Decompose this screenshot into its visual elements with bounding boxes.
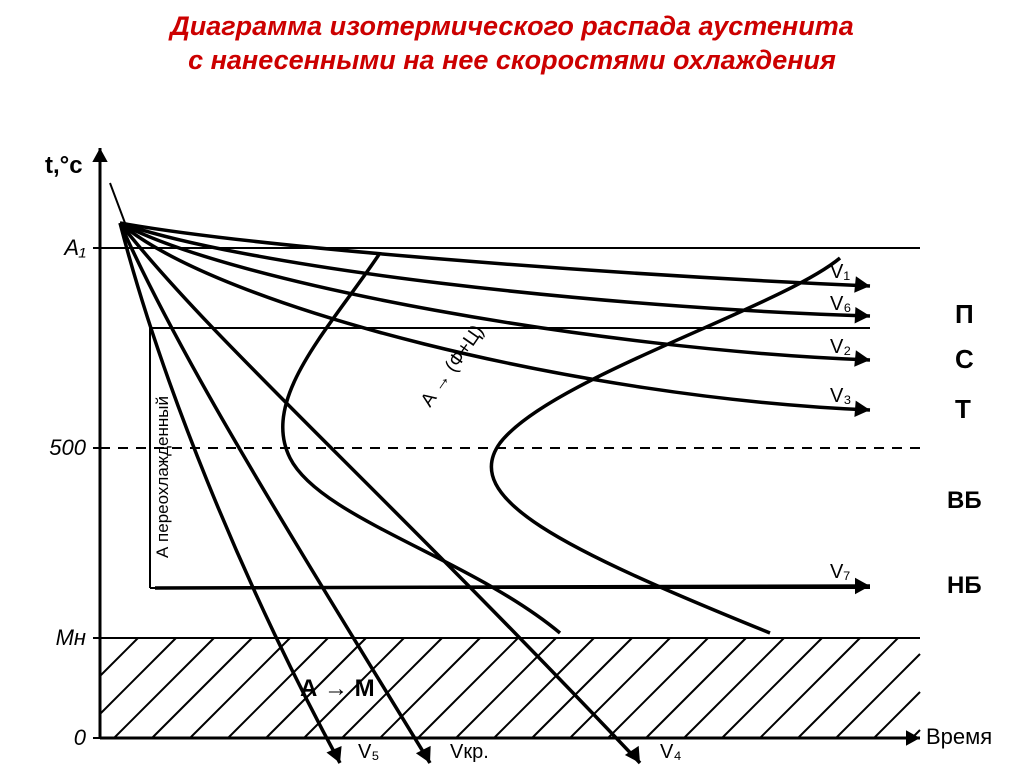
svg-text:А переохлажденный: А переохлажденный — [153, 395, 172, 557]
svg-text:Мн: Мн — [56, 625, 86, 650]
svg-text:НБ: НБ — [947, 572, 982, 599]
diagram-svg: t,°c Время A₁ 500 Мн 0 V₁ V₆ V₂ V₃ V₇ Vкр. V₅ V₄ ПСТ ВБ… — [0, 78, 1024, 768]
svg-text:С: С — [955, 344, 974, 374]
svg-text:V₆: V₆ — [830, 293, 851, 315]
ttt-diagram: t,°c Время A₁ 500 Мн 0 V₁ V₆ V₂ V₃ V₇ Vкр. V₅ V₄ ПСТ ВБ… — [0, 78, 1024, 768]
svg-text:П: П — [955, 299, 974, 329]
svg-text:Т: Т — [955, 394, 971, 424]
svg-text:ВБ: ВБ — [947, 487, 982, 514]
diagram-title: Диаграмма изотермического распада аустен… — [0, 0, 1024, 78]
svg-text:V₇: V₇ — [830, 561, 850, 583]
svg-text:V₅: V₅ — [358, 741, 379, 763]
svg-text:0: 0 — [74, 725, 87, 750]
svg-text:V₄: V₄ — [660, 741, 682, 763]
svg-text:V₁: V₁ — [830, 261, 850, 283]
svg-text:А → М: А → М — [300, 675, 375, 702]
svg-text:V₂: V₂ — [830, 336, 851, 358]
svg-text:Время: Время — [926, 724, 992, 749]
svg-text:V₃: V₃ — [830, 385, 851, 407]
svg-text:А → (Ф+Ц): А → (Ф+Ц) — [417, 321, 488, 410]
svg-text:500: 500 — [49, 435, 86, 460]
title-line-2: с нанесенными на нее скоростями охлажден… — [188, 45, 836, 75]
svg-text:Vкр.: Vкр. — [450, 741, 489, 763]
svg-text:A₁: A₁ — [62, 235, 86, 260]
svg-text:t,°c: t,°c — [45, 152, 83, 179]
title-line-1: Диаграмма изотермического распада аустен… — [170, 11, 854, 41]
